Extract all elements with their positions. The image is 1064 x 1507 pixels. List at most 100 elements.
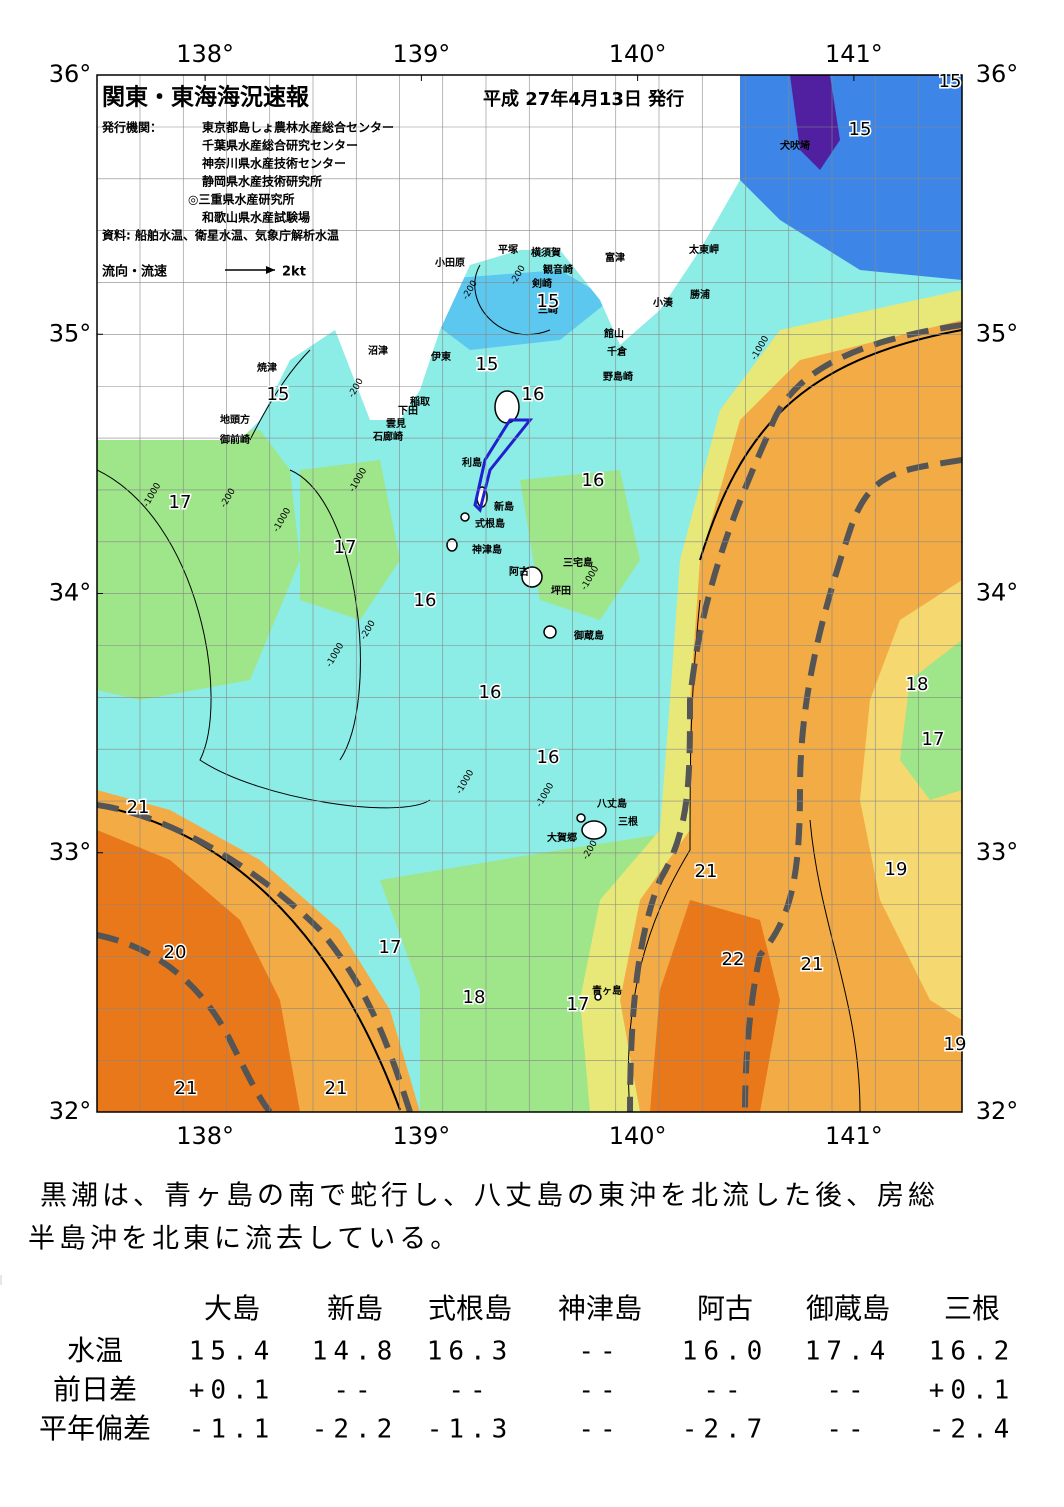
isotherm-label: 21 — [325, 1078, 348, 1099]
lat-label: 32° — [976, 1097, 1019, 1125]
isotherm-label: 17 — [567, 994, 590, 1015]
issuer: 神奈川県水産技術センター — [202, 156, 346, 171]
issuer-label: 発行機関： — [101, 120, 162, 135]
issuer: ◎三重県水産研究所 — [188, 192, 294, 207]
lat-label: 32° — [49, 1097, 92, 1125]
cell: 16.0 — [682, 1337, 769, 1367]
issuer: 千葉県水産総合研究センター — [202, 138, 358, 153]
isotherm-label: 15 — [267, 384, 290, 405]
cell: 15.4 — [189, 1337, 276, 1367]
row-label: 平年偏差 — [39, 1412, 151, 1445]
cell: 16.3 — [427, 1337, 514, 1367]
isotherm-label: 21 — [801, 954, 824, 975]
cell: -2.2 — [312, 1415, 399, 1445]
issuer: 和歌山県水産試験場 — [201, 210, 310, 225]
cell: +0.1 — [929, 1376, 1016, 1406]
cell: -- — [448, 1376, 491, 1406]
title: 関東・東海海況速報 — [102, 84, 310, 111]
place-name: 御前崎 — [219, 433, 250, 446]
place-name: 平塚 — [498, 243, 518, 256]
row-label: 前日差 — [53, 1373, 137, 1406]
isotherm-label: 15 — [476, 354, 499, 375]
column-header: 神津島 — [558, 1292, 642, 1325]
isotherm-label: 16 — [537, 747, 560, 768]
cell: 16.2 — [929, 1337, 1016, 1367]
place-name: 坪田 — [551, 584, 571, 597]
cell: -1.3 — [427, 1415, 514, 1445]
place-name: 剣崎 — [531, 277, 552, 290]
issuer: 静岡県水産技術研究所 — [202, 174, 322, 189]
kuroshio-axis — [97, 322, 962, 1112]
place-name: 勝浦 — [690, 288, 710, 301]
lat-label: 34° — [49, 579, 92, 607]
place-name: 地頭方 — [220, 413, 250, 426]
source: 資料: 船舶水温、衛星水温、気象庁解析水温 — [102, 228, 339, 243]
column-header: 三根 — [944, 1292, 1000, 1325]
lat-label: 36° — [49, 60, 92, 88]
grid — [97, 75, 962, 1112]
place-name: 神津島 — [472, 543, 502, 556]
place-name: 三崎 — [538, 303, 558, 316]
place-name: 野島崎 — [603, 370, 633, 383]
summary: 半島沖を北東に流去している。 — [28, 1224, 461, 1255]
lon-label: 140° — [609, 40, 667, 68]
place-name: 利島 — [462, 456, 482, 469]
place-name: 太東岬 — [688, 243, 719, 256]
cell: 17.4 — [805, 1337, 892, 1367]
column-header: 阿古 — [697, 1292, 753, 1325]
lon-label: 139° — [392, 40, 450, 68]
cell: -- — [333, 1376, 376, 1406]
lat-label: 33° — [49, 838, 92, 866]
lon-label: 141° — [825, 40, 883, 68]
place-name: 石廊崎 — [372, 430, 403, 443]
place-name: 伊東 — [430, 350, 451, 363]
isotherm-label: 16 — [479, 682, 502, 703]
place-name: 御蔵島 — [573, 629, 604, 642]
cell: -- — [826, 1415, 869, 1445]
isotherm-label: 15 — [939, 71, 962, 92]
warm-core-west — [97, 830, 300, 1112]
isotherm-label: 15 — [537, 291, 560, 312]
place-name: 八丈島 — [596, 797, 627, 810]
place-name: 館山 — [603, 327, 624, 340]
row-label: 水温 — [67, 1334, 123, 1367]
place-name: 三根 — [618, 815, 638, 828]
isotherm-label: 17 — [334, 537, 357, 558]
place-name: 沼津 — [368, 344, 388, 357]
lat-label: 33° — [976, 838, 1019, 866]
place-name: 雲見 — [386, 418, 406, 430]
isotherm-label: 20 — [164, 942, 187, 963]
place-name: 小田原 — [434, 256, 465, 269]
lon-label: 141° — [825, 1122, 883, 1150]
cell: -- — [578, 1376, 621, 1406]
cold-core — [900, 640, 962, 800]
cell: -- — [578, 1337, 621, 1367]
summary: 黒潮は、青ヶ島の南で蛇行し、八丈島の東沖を北流した後、房総 — [40, 1181, 939, 1212]
isotherm-label: 18 — [463, 987, 486, 1008]
isotherm-label: 16 — [582, 470, 605, 491]
cold-water-core — [790, 75, 840, 170]
map — [97, 75, 962, 1112]
place-name: 式根島 — [475, 517, 505, 530]
isotherm-label: 19 — [885, 859, 908, 880]
place-name: 千倉 — [607, 345, 628, 358]
column-header: 式根島 — [428, 1292, 512, 1325]
green-water — [97, 430, 690, 1112]
cell: -- — [826, 1376, 869, 1406]
lon-label: 138° — [176, 40, 234, 68]
place-name: 横須賀 — [531, 246, 561, 259]
place-name: 稲取 — [410, 395, 431, 408]
place-name: 新島 — [494, 500, 514, 513]
lat-label: 35° — [49, 319, 92, 347]
place-name: 焼津 — [257, 361, 277, 374]
isotherm-label: 21 — [695, 861, 718, 882]
isotherm-label: 21 — [127, 797, 150, 818]
place-name: 青ヶ島 — [592, 984, 622, 997]
lon-label: 139° — [392, 1122, 450, 1150]
cell: -2.4 — [929, 1415, 1016, 1445]
cell: 14.8 — [312, 1337, 399, 1367]
place-name: 阿古 — [509, 565, 529, 578]
date: 平成 27年4月13日 発行 — [483, 88, 684, 110]
isotherm-label: 17 — [922, 729, 945, 750]
